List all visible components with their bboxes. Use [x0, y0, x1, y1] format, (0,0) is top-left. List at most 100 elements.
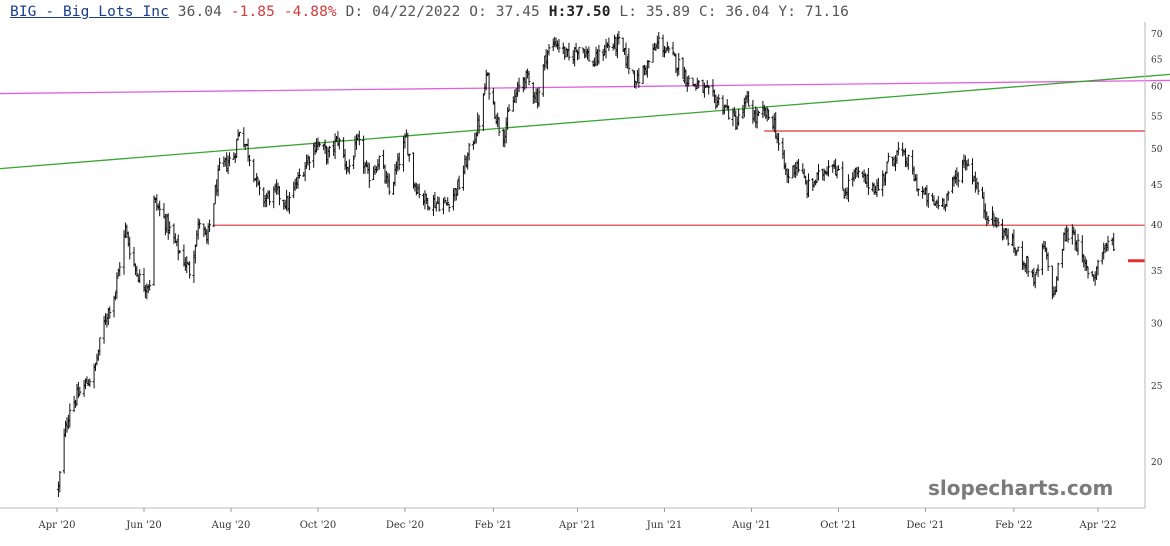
ohlc-bar: [567, 42, 571, 61]
y-tick-label: 30: [1151, 319, 1163, 329]
ohlc-bar: [118, 262, 122, 276]
ohlc-bar: [777, 132, 781, 151]
ohlc-bar: [866, 167, 870, 196]
ohlc-bar: [1106, 235, 1110, 252]
y-tick-label: 25: [1151, 382, 1163, 392]
ohlc-bar: [1033, 273, 1037, 289]
ohlc-bar: [446, 197, 450, 206]
close-price: C: 36.04: [698, 4, 770, 20]
ohlc-bar: [1076, 233, 1080, 256]
ohlc-bar: [990, 206, 994, 226]
ohlc-bar: [876, 177, 880, 191]
ohlc-bar: [437, 197, 441, 212]
ohlc-bar: [966, 158, 970, 166]
ohlc-bar: [1085, 259, 1089, 271]
last-price: 36.04: [177, 4, 222, 20]
ohlc-bar: [956, 171, 960, 188]
ohlc-bar: [212, 203, 216, 228]
ohlc-bar: [826, 160, 830, 177]
ohlc-bar: [1096, 259, 1100, 276]
ohlc-bar: [198, 219, 202, 229]
y-tick-label: 70: [1151, 30, 1163, 40]
ohlc-bar: [188, 261, 192, 279]
ohlc-bar: [443, 196, 447, 202]
ohlc-bar: [846, 174, 850, 202]
ohlc-bar: [357, 130, 361, 146]
ohlc-bar: [687, 75, 691, 87]
ohlc-bar: [1046, 252, 1050, 272]
ohlc-bar: [257, 180, 261, 196]
ohlc-bar: [1006, 228, 1010, 246]
y-tick-label: 20: [1151, 458, 1163, 468]
y-tick-label: 65: [1151, 55, 1163, 65]
x-tick-label: Dec '20: [386, 520, 424, 531]
ohlc-bar: [58, 471, 62, 493]
y-tick-label: 60: [1151, 83, 1163, 93]
ohlc-bar: [587, 46, 591, 62]
ohlc-bar: [607, 37, 611, 52]
ohlc-bar: [506, 107, 510, 130]
quote-header: BIG - Big Lots Inc 36.04 -1.85 -4.88% D:…: [10, 4, 849, 24]
ohlc-bar: [581, 47, 585, 54]
ohlc-bar: [427, 206, 431, 211]
ohlc-bar: [397, 152, 401, 171]
ohlc-bar: [946, 190, 950, 201]
ohlc-bar: [667, 46, 671, 54]
ohlc-bar: [317, 141, 321, 148]
ohlc-bar: [936, 195, 940, 210]
x-tick-label: Dec '21: [906, 520, 944, 531]
ohlc-bar: [627, 47, 631, 75]
x-tick-label: Jun '21: [646, 520, 683, 531]
ohlc-bar: [255, 173, 259, 188]
x-tick-label: Oct '20: [300, 520, 336, 531]
ohlc-bar: [637, 68, 641, 88]
ohlc-bar: [986, 215, 990, 225]
ohlc-bar: [727, 105, 731, 120]
y-tick-label: 45: [1151, 181, 1163, 191]
ohlc-bar: [896, 141, 900, 156]
x-tick-label: Feb '22: [995, 520, 1032, 531]
y-axis: 20 25 30 35 40 45 50 55 60 65 70: [1144, 22, 1163, 508]
ohlc-bar: [441, 197, 445, 215]
ohlc-bar: [767, 109, 771, 120]
ohlc-bar: [816, 163, 820, 181]
ohlc-bar: [158, 200, 162, 217]
ohlc-bar: [218, 157, 222, 171]
ohlc-bar: [447, 203, 451, 213]
ohlc-bar: [757, 110, 761, 117]
ohlc-bar: [1036, 264, 1040, 278]
ohlc-bar: [916, 188, 920, 197]
x-tick-label: Feb '21: [475, 520, 512, 531]
x-tick-label: Apr '22: [1078, 520, 1116, 531]
ohlc-bar: [307, 156, 311, 171]
x-tick-label: Aug '20: [211, 520, 251, 531]
ohlc-bar: [352, 155, 356, 170]
ohlc-bar: [717, 94, 721, 106]
price-change: -1.85: [230, 4, 275, 20]
ohlc-bar: [248, 154, 252, 167]
ohlc-bar: [671, 41, 675, 56]
ohlc-bar: [1060, 248, 1064, 268]
magenta-trendline: [0, 79, 1170, 95]
ohlc-bar: [797, 158, 801, 173]
x-tick-label: Apr '20: [37, 520, 75, 531]
ohlc-bar: [836, 165, 840, 171]
ohlc-bars: [56, 30, 1116, 498]
ohlc-bar: [807, 173, 811, 198]
ohlc-bar: [976, 181, 980, 195]
ohlc-bar: [564, 47, 568, 58]
ohlc-bar: [108, 306, 112, 319]
ohlc-bar: [926, 193, 930, 208]
ohlc-bar: [78, 386, 82, 396]
ohlc-bar: [787, 168, 791, 184]
ohlc-bar: [228, 152, 232, 167]
ohlc-bar: [1016, 246, 1020, 252]
ohlc-bar: [138, 269, 142, 284]
ohlc-bar: [417, 183, 421, 199]
ohlc-bar: [327, 145, 331, 158]
ohlc-bar: [477, 114, 481, 134]
symbol-link[interactable]: BIG - Big Lots Inc: [10, 4, 169, 20]
ohlc-bar: [467, 142, 471, 161]
price-change-pct: -4.88%: [283, 4, 337, 20]
